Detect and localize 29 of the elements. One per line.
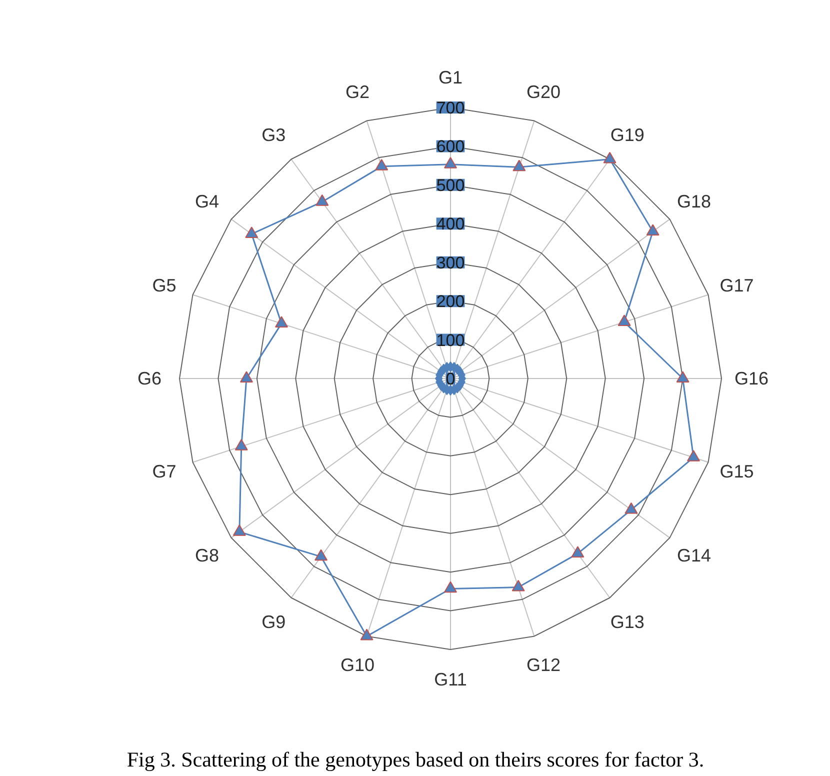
y-tick-label: 700 <box>436 98 465 118</box>
spoke-label: G11 <box>434 670 467 690</box>
spoke-label: G15 <box>720 462 754 482</box>
y-tick-label: 500 <box>436 176 465 195</box>
spoke-label: G12 <box>526 654 561 675</box>
spoke-label: G5 <box>152 275 176 296</box>
spoke-label: G7 <box>152 462 176 482</box>
spoke-label: G16 <box>734 368 769 388</box>
y-tick-label: 600 <box>436 137 465 156</box>
spoke-label: G9 <box>262 612 286 632</box>
spoke-label: G20 <box>526 82 561 102</box>
spoke-label: G13 <box>610 612 644 632</box>
spoke-label: G18 <box>677 192 712 212</box>
spoke-label: G14 <box>677 545 712 566</box>
y-tick-label: 0 <box>446 370 456 388</box>
spoke-label: G10 <box>340 654 375 675</box>
spoke-label: G1 <box>438 68 463 88</box>
spoke-label: G2 <box>345 82 370 102</box>
y-tick-label: 100 <box>436 330 465 350</box>
y-tick-label: 400 <box>436 214 465 234</box>
y-tick-label: 300 <box>436 253 465 272</box>
spoke-label: G19 <box>610 124 644 145</box>
spoke-label: G4 <box>194 192 219 212</box>
spoke-label: G3 <box>262 124 286 145</box>
spoke-label: G17 <box>720 275 754 296</box>
spoke-label: G8 <box>194 545 219 566</box>
y-tick-label: 200 <box>436 292 465 312</box>
caption: Fig 3. Scattering of the genotypes based on theirs scores for factor 3. <box>126 748 704 772</box>
spoke-label: G6 <box>137 368 162 388</box>
